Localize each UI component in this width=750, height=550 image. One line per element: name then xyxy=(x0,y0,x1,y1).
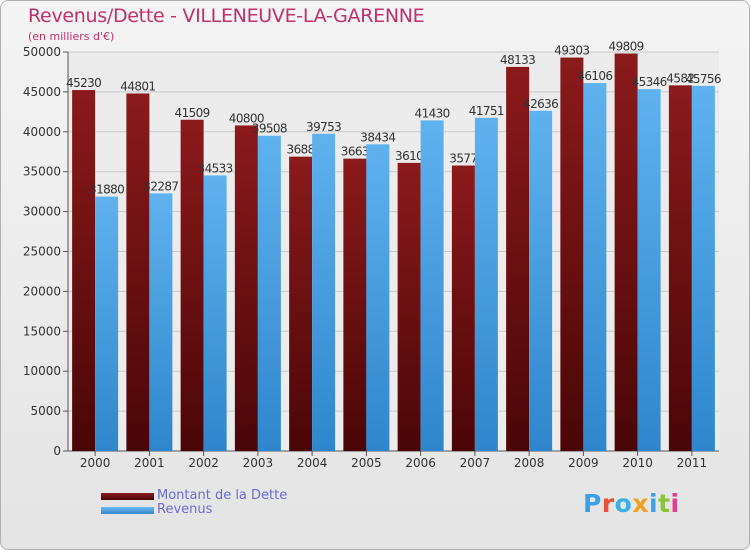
legend-swatch-revenue xyxy=(101,507,154,514)
debt-data-label: 4582 xyxy=(666,71,694,85)
revenue-data-label: 41430 xyxy=(415,106,450,120)
debt-bar xyxy=(289,156,313,452)
legend-label-debt: Montant de la Dette xyxy=(157,488,288,503)
revenue-data-label: 46106 xyxy=(577,69,612,83)
x-tick-label: 2005 xyxy=(351,456,382,470)
debt-data-label: 3577 xyxy=(449,152,477,166)
debt-bar xyxy=(72,90,96,451)
revenue-bar xyxy=(366,144,390,451)
x-tick-label: 2008 xyxy=(514,456,545,470)
x-tick-label: 2002 xyxy=(188,456,219,470)
revenue-data-label: 34533 xyxy=(198,161,233,175)
legend-swatch-debt xyxy=(101,493,154,500)
revenue-bar xyxy=(474,117,498,451)
debt-bar xyxy=(343,158,367,452)
debt-data-label: 3610 xyxy=(395,149,423,163)
x-tick-label: 2001 xyxy=(134,456,165,470)
revenue-bar xyxy=(312,133,336,451)
x-tick-label: 2009 xyxy=(568,456,599,470)
debt-bar xyxy=(126,93,150,451)
debt-data-label: 3663 xyxy=(341,145,369,159)
debt-data-label: 49809 xyxy=(609,40,644,54)
revenue-bar xyxy=(583,83,607,451)
proxiti-logo: Proxiti xyxy=(583,489,680,518)
debt-bar xyxy=(180,119,204,451)
y-tick-label: 10000 xyxy=(23,364,61,378)
debt-data-label: 44801 xyxy=(120,79,155,93)
revenue-bar xyxy=(203,175,227,451)
y-tick-label: 35000 xyxy=(23,165,61,179)
revenue-data-label: 45346 xyxy=(632,75,667,89)
logo-letter: r xyxy=(601,489,615,518)
legend-label-revenue: Revenus xyxy=(157,502,213,517)
debt-bar xyxy=(506,66,530,452)
debt-data-label: 40800 xyxy=(229,111,264,125)
debt-bar xyxy=(451,165,475,452)
logo-letter: x xyxy=(632,489,649,518)
debt-bar xyxy=(560,57,584,451)
debt-data-label: 49303 xyxy=(554,44,589,58)
y-tick-label: 0 xyxy=(53,444,61,458)
logo-letter: i xyxy=(649,489,659,518)
revenue-data-label: 39753 xyxy=(306,120,341,134)
revenue-bar xyxy=(257,135,281,451)
debt-data-label: 3688 xyxy=(287,143,315,157)
debt-bar xyxy=(234,125,258,451)
revenue-bar xyxy=(149,193,173,452)
chart-subtitle: (en milliers d'€) xyxy=(28,30,115,43)
debt-bar xyxy=(397,162,421,451)
x-tick-label: 2003 xyxy=(243,456,274,470)
logo-letter: t xyxy=(658,489,671,518)
y-tick-label: 45000 xyxy=(23,85,61,99)
y-tick-label: 30000 xyxy=(23,205,61,219)
x-tick-label: 2010 xyxy=(622,456,653,470)
y-tick-label: 20000 xyxy=(23,284,61,298)
y-tick-label: 25000 xyxy=(23,245,61,259)
revenue-data-label: 39508 xyxy=(252,122,287,136)
logo-letter: i xyxy=(670,489,680,518)
revenue-data-label: 31880 xyxy=(89,183,124,197)
y-tick-label: 50000 xyxy=(23,45,61,59)
logo-letter: P xyxy=(583,489,602,518)
revenue-bar xyxy=(691,85,715,451)
revenue-data-label: 42636 xyxy=(523,97,558,111)
logo-letter: o xyxy=(614,489,633,518)
x-tick-label: 2007 xyxy=(460,456,491,470)
debt-bar xyxy=(668,85,692,452)
debt-data-label: 48133 xyxy=(500,53,535,67)
x-tick-label: 2000 xyxy=(80,456,111,470)
x-tick-label: 2006 xyxy=(405,456,436,470)
revenue-data-label: 45756 xyxy=(686,72,721,86)
revenue-data-label: 41751 xyxy=(469,104,504,118)
y-tick-label: 40000 xyxy=(23,125,61,139)
revenue-bar xyxy=(637,89,661,452)
debt-bar xyxy=(614,53,638,452)
revenue-bar xyxy=(529,110,553,452)
revenue-data-label: 32287 xyxy=(143,179,178,193)
y-tick-label: 15000 xyxy=(23,324,61,338)
x-tick-label: 2011 xyxy=(677,456,708,470)
revenue-bar xyxy=(420,120,444,451)
debt-data-label: 45230 xyxy=(66,76,101,90)
y-tick-label: 5000 xyxy=(30,404,61,418)
revenue-bar xyxy=(95,196,119,451)
debt-data-label: 41509 xyxy=(175,106,210,120)
x-tick-label: 2004 xyxy=(297,456,328,470)
chart-title: Revenus/Dette - VILLENEUVE-LA-GARENNE xyxy=(28,5,425,27)
revenue-data-label: 38434 xyxy=(360,130,395,144)
